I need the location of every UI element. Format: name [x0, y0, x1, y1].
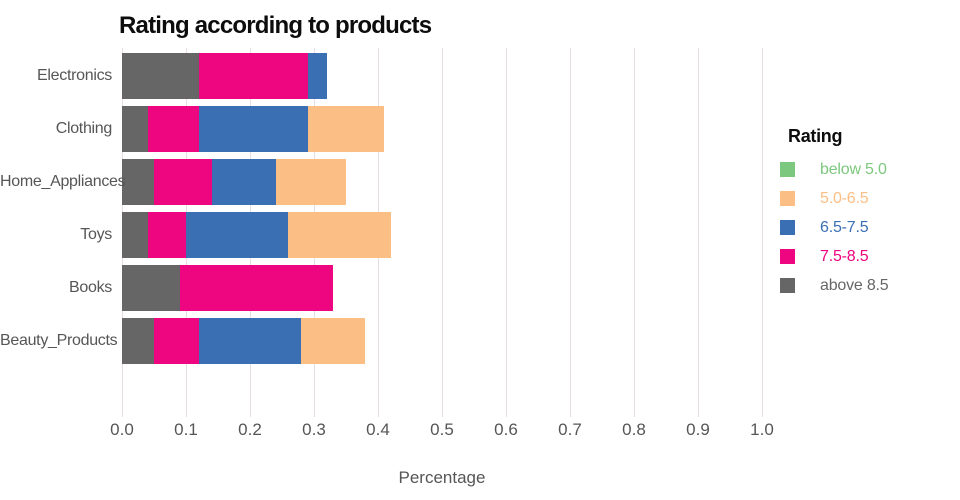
- legend-item: 7.5-8.5: [778, 242, 953, 271]
- legend-items: below 5.0 5.0-6.5 6.5-7.5 7.5-8.5 above 8.5: [778, 155, 953, 300]
- legend-label: 5.0-6.5: [820, 189, 869, 207]
- x-tick-label: 0.2: [238, 420, 262, 439]
- category-label: Electronics: [37, 67, 112, 84]
- legend-swatch-icon: [780, 162, 795, 177]
- category-label: Beauty_Products: [0, 332, 118, 349]
- legend-label: 7.5-8.5: [820, 247, 869, 265]
- legend-swatch-icon: [780, 191, 795, 206]
- bar-segment: [122, 318, 154, 364]
- bar-segment: [122, 53, 199, 99]
- x-axis-title: Percentage: [398, 468, 486, 487]
- gridline: [505, 48, 507, 417]
- x-tick-label: 0.1: [174, 420, 198, 439]
- x-tick-label: 0.8: [622, 420, 646, 439]
- legend-label: below 5.0: [820, 160, 887, 178]
- legend-item: below 5.0: [778, 155, 953, 184]
- legend-item: above 8.5: [778, 271, 953, 300]
- category-label: Toys: [80, 226, 112, 243]
- legend-item: 6.5-7.5: [778, 213, 953, 242]
- x-tick-label: 0.7: [558, 420, 582, 439]
- x-tick-label: 1.0: [750, 420, 774, 439]
- gridline: [633, 48, 635, 417]
- category-label: Home_Appliances: [0, 173, 126, 190]
- legend-swatch-icon: [780, 278, 795, 293]
- category-label: Clothing: [55, 120, 113, 137]
- legend-swatch-icon: [780, 220, 795, 235]
- legend-item: 5.0-6.5: [778, 184, 953, 213]
- bar-segment: [122, 212, 148, 258]
- legend-swatch-icon: [780, 249, 795, 264]
- chart-title: Rating according to products: [119, 12, 432, 39]
- bar-segment: [122, 265, 180, 311]
- gridline: [569, 48, 571, 417]
- legend-label: above 8.5: [820, 276, 889, 294]
- gridline: [441, 48, 443, 417]
- x-tick-label: 0.3: [302, 420, 326, 439]
- legend: Rating below 5.0 5.0-6.5 6.5-7.5 7.5-8.5 abo…: [778, 126, 953, 300]
- legend-title: Rating: [788, 126, 843, 146]
- gridline: [761, 48, 763, 417]
- bar-segment: [122, 159, 154, 205]
- x-tick-label: 0.0: [110, 420, 134, 439]
- x-tick-label: 0.6: [494, 420, 518, 439]
- legend-label: 6.5-7.5: [820, 218, 869, 236]
- x-tick-label: 0.4: [366, 420, 390, 439]
- gridline: [697, 48, 699, 417]
- category-label: Books: [69, 279, 112, 296]
- bar-segment: [122, 106, 148, 152]
- x-tick-label: 0.5: [430, 420, 454, 439]
- x-tick-label: 0.9: [686, 420, 710, 439]
